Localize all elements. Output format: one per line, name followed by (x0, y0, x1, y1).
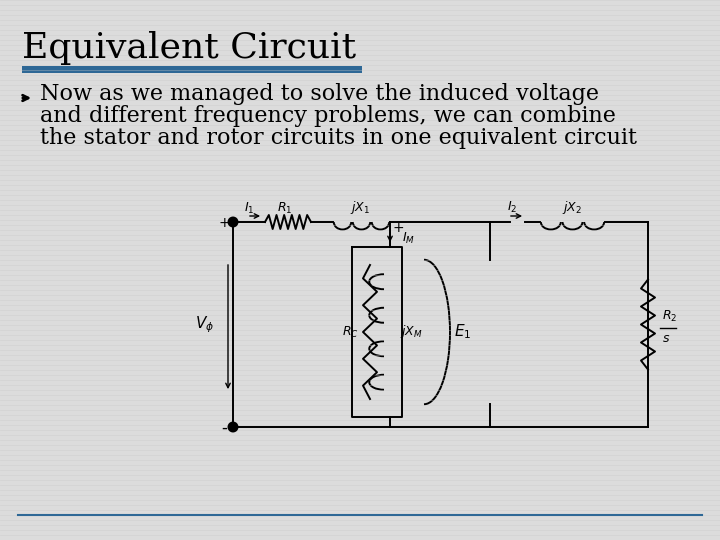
Text: Now as we managed to solve the induced voltage: Now as we managed to solve the induced v… (40, 83, 599, 105)
Text: +: + (218, 216, 230, 230)
Text: $R_1$: $R_1$ (277, 200, 293, 215)
Text: $R_2$: $R_2$ (662, 309, 678, 324)
Text: $I_1$: $I_1$ (244, 200, 254, 215)
Text: $I_2$: $I_2$ (507, 199, 517, 214)
Text: $R_C$: $R_C$ (341, 325, 359, 340)
Text: the stator and rotor circuits in one equivalent circuit: the stator and rotor circuits in one equ… (40, 127, 637, 149)
Text: $s$: $s$ (662, 332, 670, 345)
Text: $I_M$: $I_M$ (402, 231, 415, 246)
Text: $jX_M$: $jX_M$ (400, 323, 423, 341)
Text: $jX_1$: $jX_1$ (350, 199, 370, 217)
Circle shape (228, 422, 238, 431)
Text: $E_1$: $E_1$ (454, 322, 472, 341)
Text: $V_\phi$: $V_\phi$ (195, 314, 215, 335)
Text: Equivalent Circuit: Equivalent Circuit (22, 31, 356, 65)
Text: $jX_2$: $jX_2$ (562, 199, 582, 215)
Bar (22, 66, 362, 73)
Text: -: - (221, 419, 227, 437)
Circle shape (228, 218, 238, 226)
Text: and different frequency problems, we can combine: and different frequency problems, we can… (40, 105, 616, 127)
Text: +: + (392, 221, 404, 235)
